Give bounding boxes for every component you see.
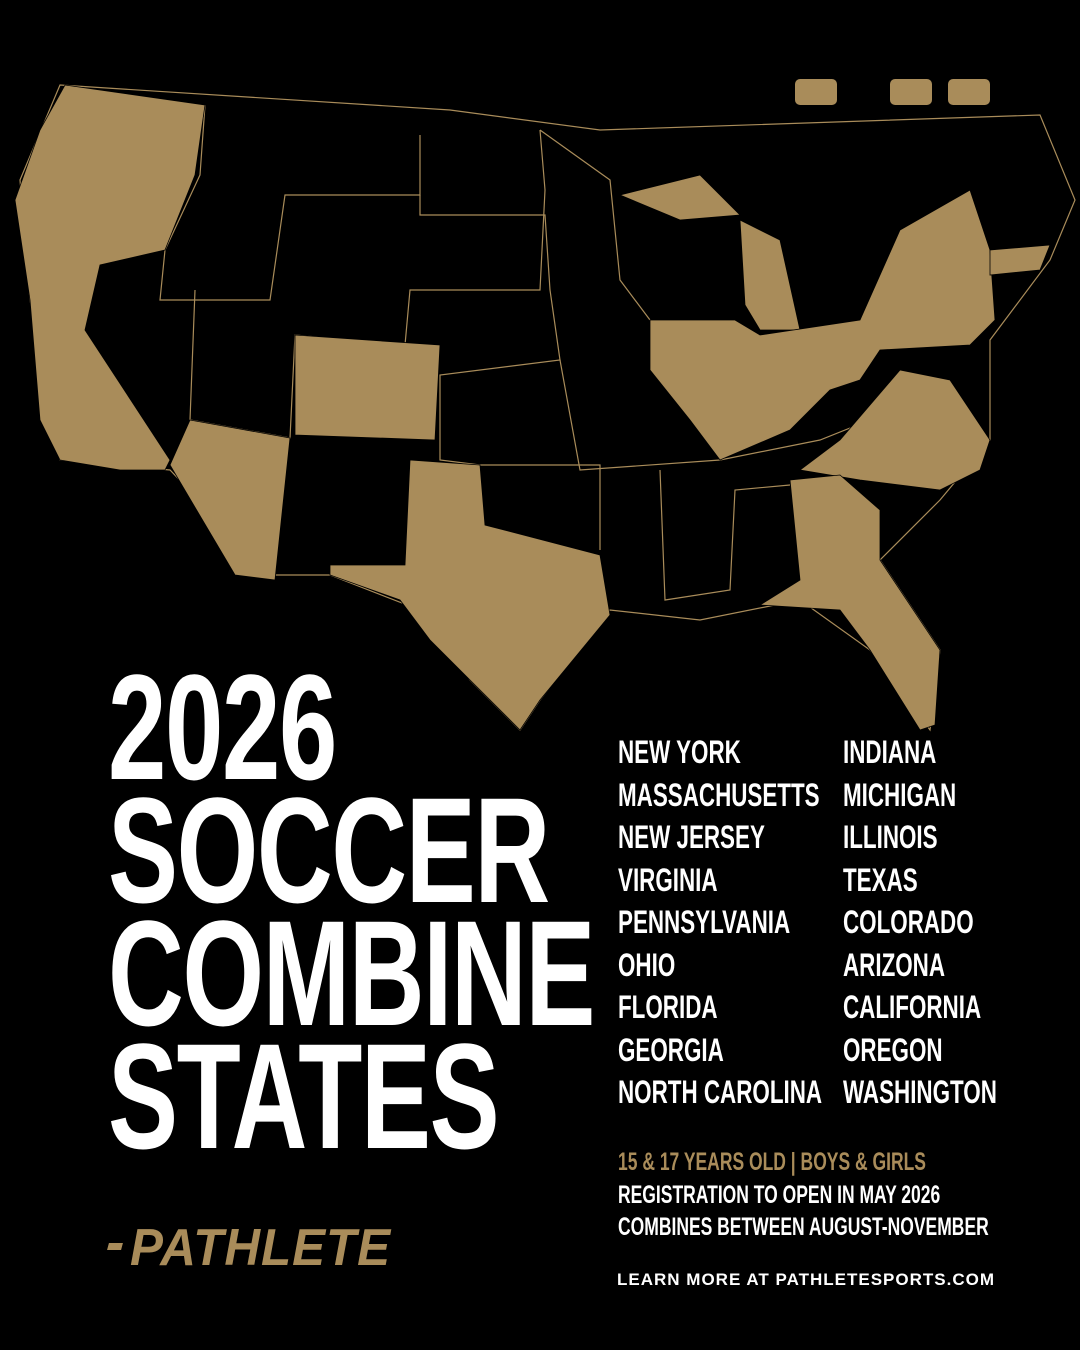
- state-name: ILLINOIS: [843, 819, 938, 855]
- highlight-virginia-nc: [799, 369, 991, 491]
- decor-block: [795, 79, 837, 105]
- highlight-michigan-upper: [618, 174, 741, 221]
- state-name: NORTH CAROLINA: [618, 1074, 823, 1110]
- footer: LEARN MORE AT PATHLETESPORTS.COM: [617, 1270, 995, 1289]
- state-name: COLORADO: [843, 904, 974, 940]
- highlight-michigan: [739, 219, 801, 331]
- state-name: INDIANA: [843, 734, 937, 770]
- state-name: NEW YORK: [618, 734, 741, 770]
- state-name: TEXAS: [843, 861, 918, 898]
- state-name: NEW JERSEY: [618, 819, 765, 855]
- state-name: OREGON: [843, 1031, 943, 1068]
- highlight-massachusetts: [989, 244, 1051, 276]
- ages: 15 & 17 YEARS OLD | BOYS & GIRLS: [618, 1148, 926, 1176]
- highlight-west: [14, 84, 206, 471]
- title-line: SOCCER: [108, 766, 550, 934]
- state-name: MASSACHUSETTS: [618, 776, 820, 813]
- state-name: PENNSYLVANIA: [618, 904, 791, 940]
- state-name: MICHIGAN: [843, 776, 957, 813]
- highlight-texas: [329, 459, 611, 731]
- highlight-arizona: [169, 419, 291, 581]
- title-line: STATES: [108, 1012, 500, 1180]
- decor-block: [890, 79, 932, 105]
- state-name: CALIFORNIA: [843, 989, 982, 1025]
- us-map: [14, 79, 1076, 732]
- logo: PATHLETE: [130, 1219, 391, 1277]
- highlight-georgia-florida: [758, 474, 941, 731]
- state-name: GEORGIA: [618, 1031, 724, 1068]
- logo-dash: [107, 1243, 123, 1250]
- highlight-midwest-northeast: [649, 189, 996, 461]
- title-line: 2026: [108, 643, 337, 811]
- state-name: FLORIDA: [618, 989, 718, 1025]
- decor-block: [948, 79, 990, 105]
- state-name: ARIZONA: [843, 946, 946, 983]
- registration: REGISTRATION TO OPEN IN MAY 2026: [618, 1181, 941, 1209]
- state-name: WASHINGTON: [843, 1074, 997, 1110]
- state-name: OHIO: [618, 946, 676, 983]
- highlight-colorado: [294, 334, 441, 441]
- state-border: [419, 195, 601, 550]
- title-line: COMBINE: [108, 889, 595, 1057]
- state-border: [659, 469, 791, 601]
- state-name: VIRGINIA: [618, 861, 718, 898]
- state-border: [159, 104, 421, 301]
- state-border: [539, 129, 651, 321]
- combines: COMBINES BETWEEN AUGUST-NOVEMBER: [618, 1213, 989, 1241]
